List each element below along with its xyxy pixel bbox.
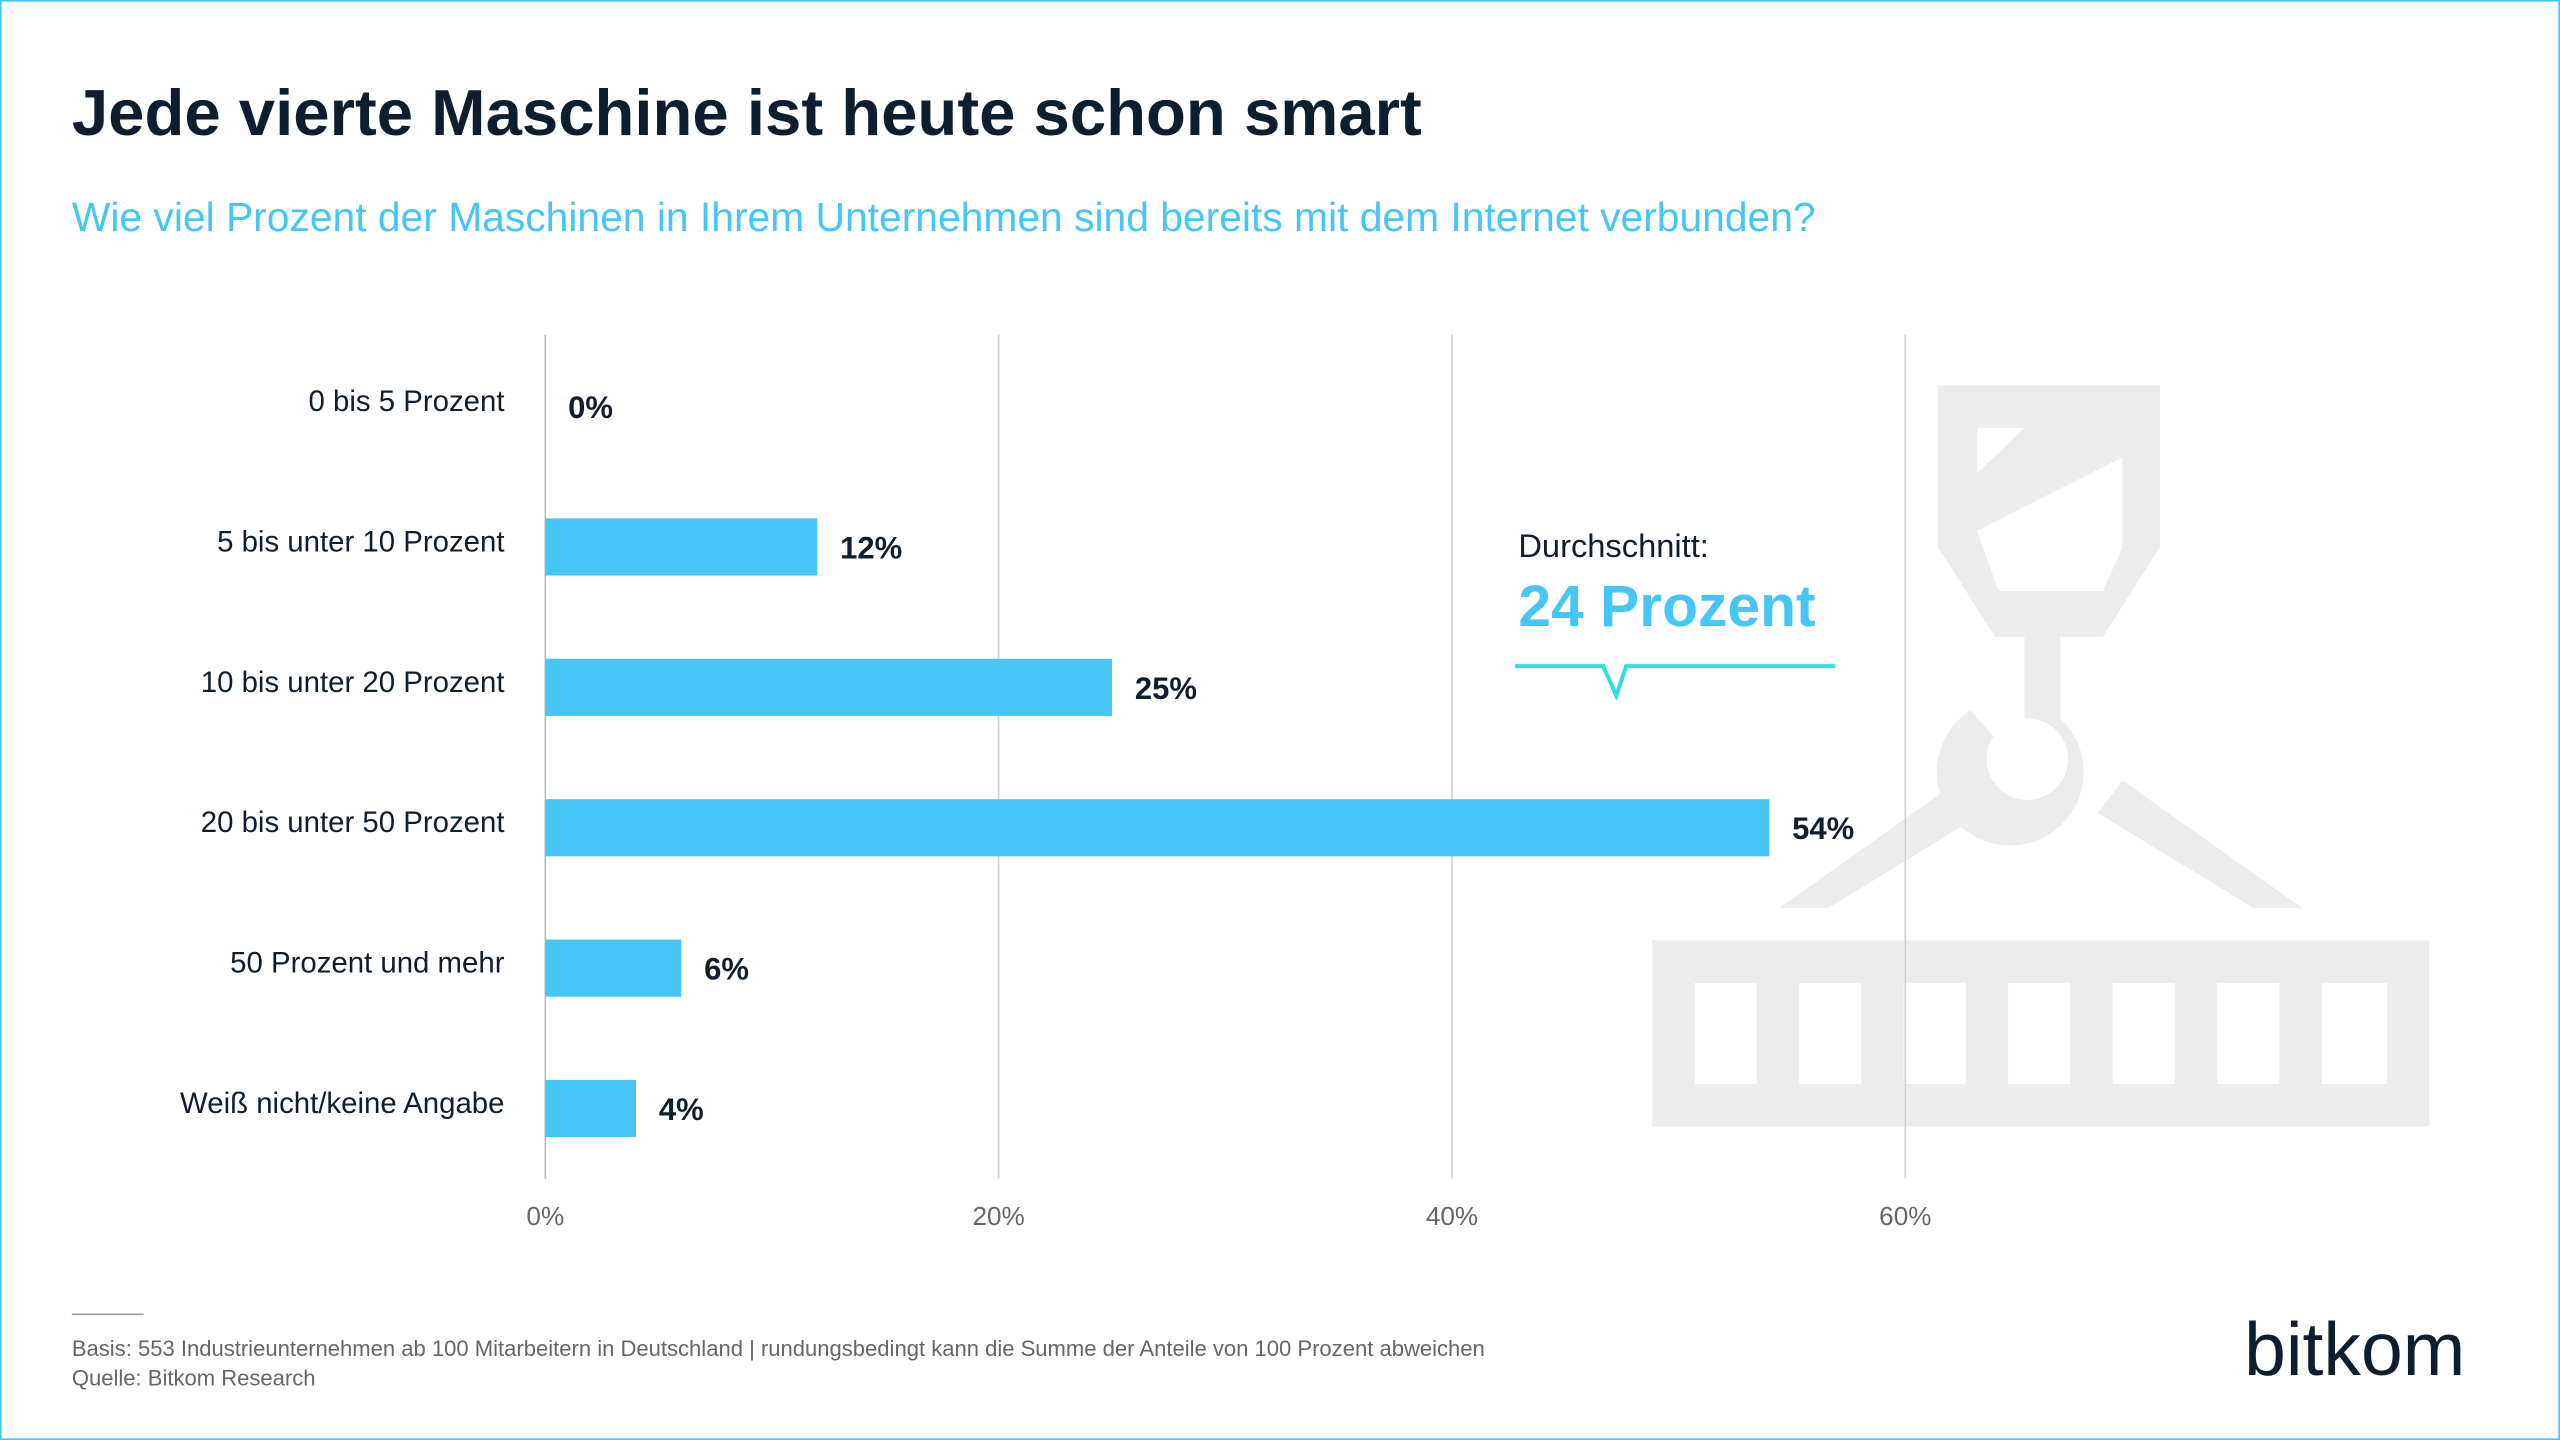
annotation-callout bbox=[1515, 664, 1836, 702]
annotation-value: 24 Prozent bbox=[1518, 574, 1815, 639]
x-tick-label: 0% bbox=[526, 1201, 564, 1231]
crane-icon bbox=[1652, 385, 2430, 1127]
y-tick-label: 20 bis unter 50 Prozent bbox=[201, 806, 505, 839]
value-label: 54% bbox=[1792, 811, 1854, 846]
bar bbox=[545, 658, 1112, 716]
value-label: 0% bbox=[568, 390, 613, 425]
footnote: Basis: 553 Industrieunternehmen ab 100 M… bbox=[72, 1336, 1485, 1361]
value-label: 4% bbox=[659, 1092, 704, 1127]
value-label: 12% bbox=[840, 530, 902, 565]
x-tick-label: 20% bbox=[973, 1201, 1025, 1231]
value-label: 6% bbox=[704, 952, 749, 987]
y-tick-label: 10 bis unter 20 Prozent bbox=[201, 666, 505, 699]
annotation-label: Durchschnitt: bbox=[1518, 527, 1708, 564]
bar bbox=[545, 939, 682, 997]
x-tick-label: 40% bbox=[1426, 1201, 1478, 1231]
bar bbox=[545, 518, 818, 576]
y-tick-label: 5 bis unter 10 Prozent bbox=[217, 525, 504, 558]
y-tick-label: Weiß nicht/keine Angabe bbox=[180, 1087, 504, 1120]
y-tick-label: 0 bis 5 Prozent bbox=[309, 385, 505, 418]
bar bbox=[545, 1080, 636, 1138]
source: Quelle: Bitkom Research bbox=[72, 1365, 316, 1390]
chart-title: Jede vierte Maschine ist heute schon sma… bbox=[72, 76, 1422, 149]
bar bbox=[545, 799, 1770, 857]
value-label: 25% bbox=[1135, 671, 1197, 706]
logo: bitkom bbox=[2244, 1307, 2465, 1391]
y-tick-label: 50 Prozent und mehr bbox=[230, 947, 505, 980]
chart-subtitle: Wie viel Prozent der Maschinen in Ihrem … bbox=[72, 194, 1816, 240]
x-tick-label: 60% bbox=[1879, 1201, 1931, 1231]
plot: 0% 20% 40% 60% 0 bis 5 Prozent 0% 5 bis unter … bbox=[180, 334, 1931, 1231]
